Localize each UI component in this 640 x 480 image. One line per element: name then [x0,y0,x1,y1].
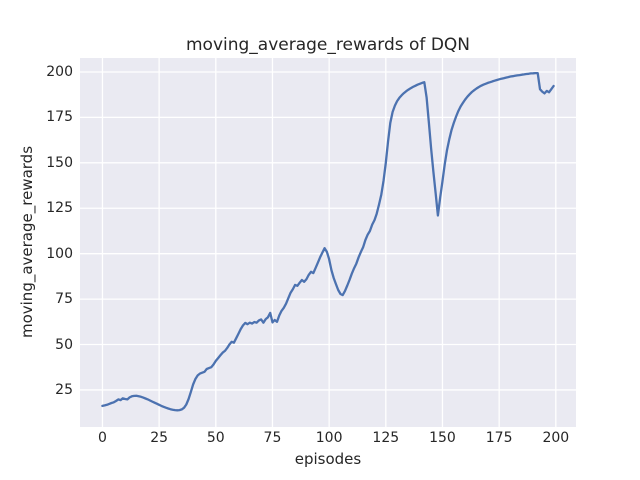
y-axis-label: moving_average_rewards [18,145,36,339]
y-tick-label: 75 [55,291,73,308]
chart-title: moving_average_rewards of DQN [185,35,471,55]
y-tick-label: 150 [46,154,73,171]
x-axis-label: episodes [294,450,362,468]
axes-background [80,58,576,427]
x-tick-label: 200 [542,430,570,446]
y-tick-label: 25 [55,381,73,398]
x-tick-label: 0 [97,430,107,446]
reward-line [101,71,555,412]
x-tick-label: 150 [429,430,456,446]
y-tick-label: 175 [46,109,73,126]
x-tick-label: 100 [315,430,343,446]
y-tick-label: 125 [46,200,73,217]
x-tick-label: 50 [206,430,225,446]
line-chart-canvas [80,58,576,427]
x-tick-label: 25 [150,430,169,446]
y-tick-label: 50 [55,336,73,353]
y-tick-label: 100 [46,245,73,262]
x-tick-label: 75 [263,430,282,446]
plot-area [80,58,576,427]
y-tick-label: 200 [46,63,73,80]
x-tick-label: 175 [485,430,513,446]
x-tick-label: 125 [372,430,400,446]
